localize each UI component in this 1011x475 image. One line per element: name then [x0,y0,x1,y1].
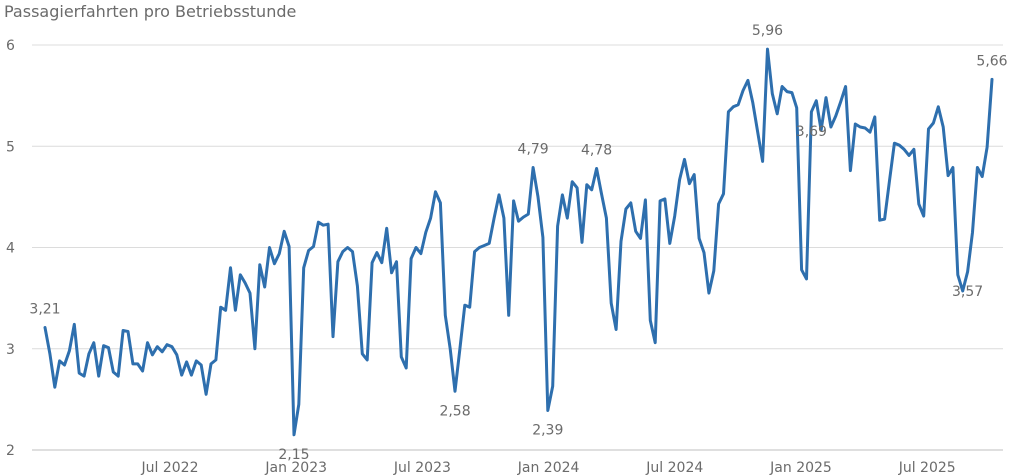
y-tick-label: 5 [6,139,15,155]
y-tick-label: 3 [6,342,15,358]
data-label: 5,96 [752,23,783,39]
series-layer [43,47,994,437]
data-labels: 3,21 2,15 2,58 4,79 2,39 4,78 5,96 3,69 3,57 5,66 [29,23,1007,463]
y-tick-label: 6 [6,38,15,54]
data-label: 3,57 [952,284,983,300]
data-label: 4,78 [581,143,612,159]
data-label: 2,58 [439,403,470,419]
x-tick-label: Jul 2022 [141,460,199,475]
y-axis-tick-labels: 2 3 4 5 6 [6,38,15,459]
y-tick-label: 2 [6,443,15,459]
y-tick-label: 4 [6,241,15,257]
x-tick-label: Jul 2023 [393,460,451,475]
x-tick-label: Jan 2023 [264,460,327,475]
data-label: 4,79 [518,142,549,158]
x-tick-label: Jan 2024 [517,460,580,475]
data-label: 2,39 [532,423,563,439]
x-tick-label: Jan 2025 [769,460,832,475]
series-line [43,47,994,437]
gridlines [32,44,1003,451]
data-label: 5,66 [976,53,1007,69]
chart-title: Passagierfahrten pro Betriebsstunde [4,2,297,21]
x-tick-label: Jul 2025 [898,460,956,475]
data-label: 2,15 [278,447,309,463]
data-label: 3,21 [29,301,60,317]
x-axis-tick-labels: Jul 2022 Jan 2023 Jul 2023 Jan 2024 Jul 2024… [141,460,956,475]
x-tick-label: Jul 2024 [645,460,703,475]
data-label: 3,69 [796,124,827,140]
